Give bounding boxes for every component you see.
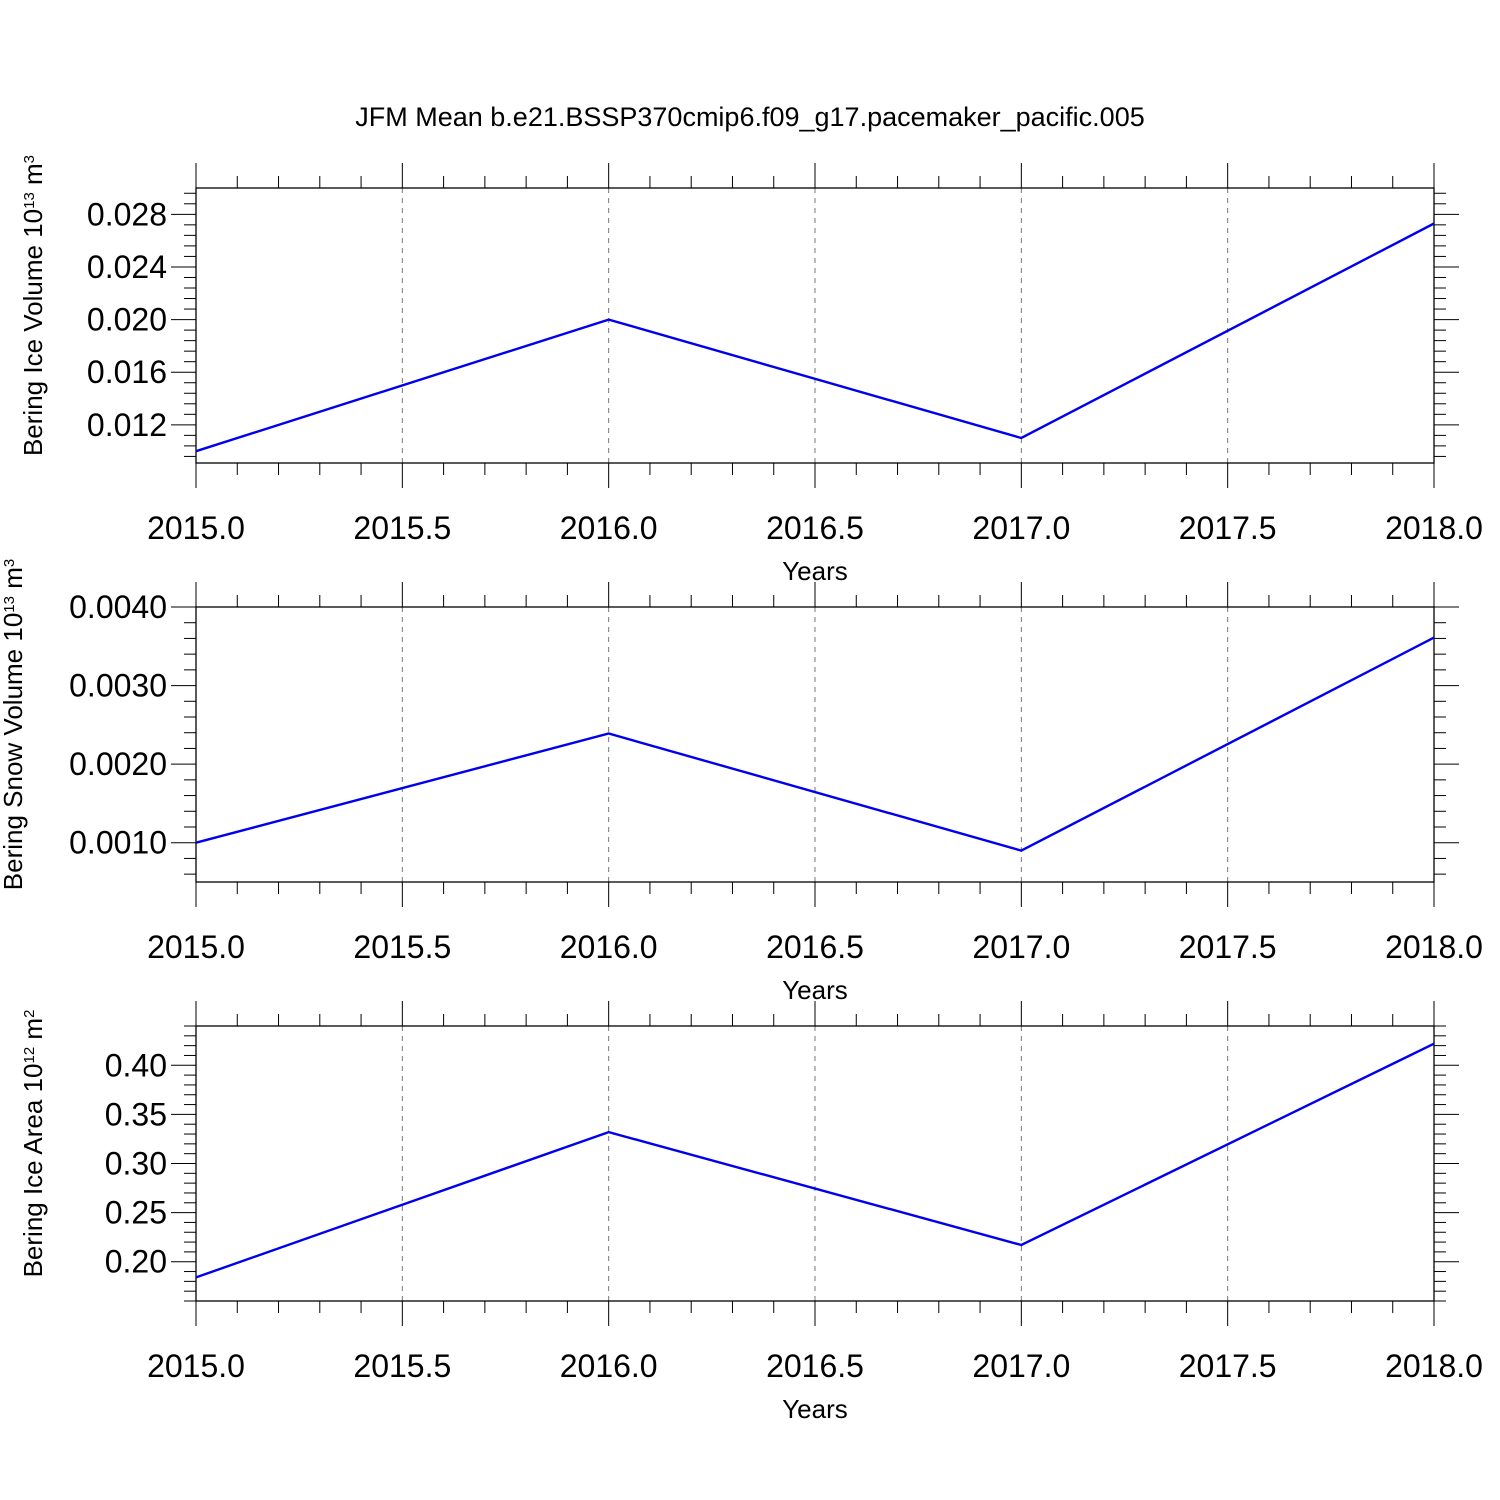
x-tick-label: 2017.5 bbox=[1179, 510, 1277, 546]
y-tick-label: 0.020 bbox=[87, 302, 167, 338]
x-tick-label: 2017.0 bbox=[972, 1348, 1070, 1384]
y-tick-label: 0.40 bbox=[105, 1047, 167, 1083]
y-tick-label: 0.20 bbox=[105, 1244, 167, 1280]
x-tick-label: 2015.0 bbox=[147, 1348, 245, 1384]
y-tick-label: 0.30 bbox=[105, 1146, 167, 1182]
x-tick-label: 2015.5 bbox=[353, 1348, 451, 1384]
x-tick-label: 2016.5 bbox=[766, 510, 864, 546]
y-tick-label: 0.012 bbox=[87, 407, 167, 443]
y-tick-label: 0.016 bbox=[87, 354, 167, 390]
chart-panel-1: 0.012 0.016 0.020 0.024 0.028 2015.0 2015.5 201… bbox=[18, 155, 1483, 586]
x-tick-label: 2015.5 bbox=[353, 929, 451, 965]
x-tick-label: 2015.0 bbox=[147, 929, 245, 965]
series-line-1 bbox=[195, 636, 1435, 852]
x-tick-label: 2015.5 bbox=[353, 510, 451, 546]
y-tick-label: 0.0010 bbox=[69, 825, 167, 861]
x-tick-label: 2015.0 bbox=[147, 510, 245, 546]
y-axis-title-part: Bering Snow Volume 10 bbox=[0, 613, 28, 891]
y-axis-title-superscript: 3 bbox=[1, 559, 18, 567]
y-tick-label: 0.024 bbox=[87, 249, 167, 285]
x-axis-title: Years bbox=[782, 975, 848, 1005]
y-tick-label: 0.0020 bbox=[69, 746, 167, 782]
x-tick-label: 2016.5 bbox=[766, 929, 864, 965]
series-line-1 bbox=[195, 222, 1435, 453]
x-axis-title: Years bbox=[782, 556, 848, 586]
y-axis-title-superscript: 13 bbox=[21, 192, 38, 209]
y-axis-title-part: m bbox=[18, 1018, 48, 1047]
y-axis-title-superscript: 13 bbox=[1, 596, 18, 613]
x-tick-label: 2017.5 bbox=[1179, 929, 1277, 965]
figure-title: JFM Mean b.e21.BSSP370cmip6.f09_g17.pace… bbox=[355, 102, 1144, 132]
y-axis-title-superscript: 3 bbox=[21, 155, 38, 163]
x-tick-label: 2016.0 bbox=[560, 929, 658, 965]
y-axis-title-superscript: 2 bbox=[21, 1010, 38, 1018]
x-tick-label: 2017.0 bbox=[972, 929, 1070, 965]
y-axis-title-part: Bering Ice Volume 10 bbox=[18, 209, 48, 456]
x-axis-title: Years bbox=[782, 1394, 848, 1424]
x-tick-label: 2016.0 bbox=[560, 510, 658, 546]
y-tick-label: 0.25 bbox=[105, 1195, 167, 1231]
y-axis-title-superscript: 12 bbox=[21, 1047, 38, 1064]
x-tick-label: 2016.0 bbox=[560, 1348, 658, 1384]
y-axis-title: Bering Ice Volume 1013 m3 bbox=[18, 155, 48, 456]
x-tick-label: 2017.5 bbox=[1179, 1348, 1277, 1384]
y-axis-title-part: m bbox=[18, 163, 48, 192]
chart-panel-3: 0.20 0.25 0.30 0.35 0.40 2015.0 2015.5 2016.0 20… bbox=[18, 1001, 1483, 1424]
x-tick-label: 2018.0 bbox=[1385, 1348, 1483, 1384]
chart-panels: 0.012 0.016 0.020 0.024 0.028 2015.0 2015.5 201… bbox=[0, 155, 1483, 1424]
y-tick-label: 0.35 bbox=[105, 1096, 167, 1132]
x-tick-label: 2018.0 bbox=[1385, 929, 1483, 965]
y-tick-label: 0.0040 bbox=[69, 589, 167, 625]
x-tick-label: 2018.0 bbox=[1385, 510, 1483, 546]
y-axis-title-part: Bering Ice Area 10 bbox=[18, 1064, 48, 1278]
y-axis-title: Bering Ice Area 1012 m2 bbox=[18, 1010, 48, 1278]
y-tick-label: 0.028 bbox=[87, 196, 167, 232]
x-tick-label: 2017.0 bbox=[972, 510, 1070, 546]
y-tick-label: 0.0030 bbox=[69, 668, 167, 704]
series-line-1 bbox=[195, 1042, 1435, 1279]
x-tick-label: 2016.5 bbox=[766, 1348, 864, 1384]
y-axis-title-part: m bbox=[0, 567, 28, 596]
chart-panel-2: 0.0010 0.0020 0.0030 0.0040 2015.0 2015.5 2016… bbox=[0, 559, 1483, 1005]
y-axis-title: Bering Snow Volume 1013 m3 bbox=[0, 559, 28, 890]
